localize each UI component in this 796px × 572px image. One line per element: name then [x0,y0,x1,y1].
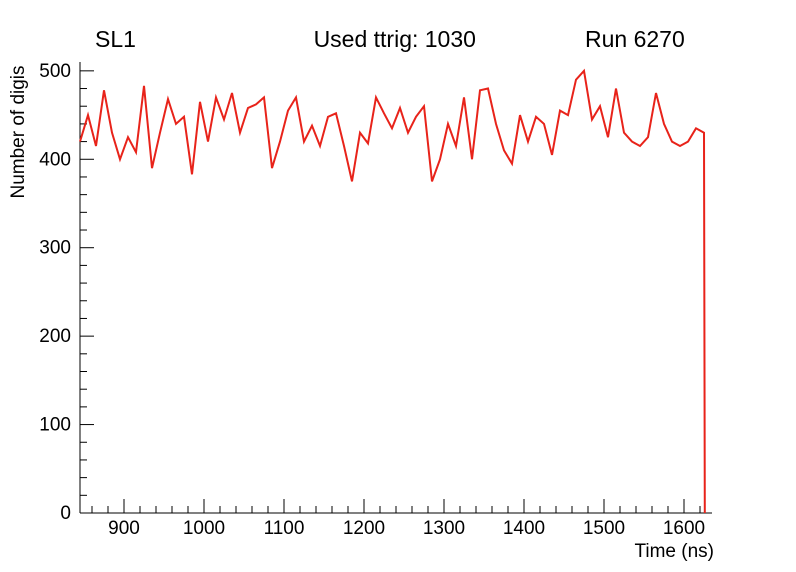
x-tick-label: 1600 [663,518,705,539]
y-tick-label: 300 [39,238,71,259]
superlayer-label: SL1 [95,26,136,52]
x-tick-label: 1200 [343,518,385,539]
x-tick-label: 900 [108,518,140,539]
run-number-label: Run 6270 [585,26,685,52]
y-tick-label: 400 [39,149,71,170]
used-ttrig-label: Used ttrig: 1030 [313,26,476,52]
y-tick-label: 500 [39,61,71,82]
x-tick-label: 1300 [423,518,465,539]
x-tick-label: 1400 [503,518,545,539]
y-tick-label: 0 [60,503,71,524]
y-axis-title: Number of digis [8,65,29,198]
x-tick-label: 1500 [583,518,625,539]
x-tick-label: 1100 [264,518,305,539]
x-tick-label: 1000 [183,518,225,539]
y-tick-label: 100 [39,415,71,436]
y-tick-label: 200 [39,326,71,347]
x-axis-title: Time (ns) [634,541,714,562]
data-line [79,68,706,514]
